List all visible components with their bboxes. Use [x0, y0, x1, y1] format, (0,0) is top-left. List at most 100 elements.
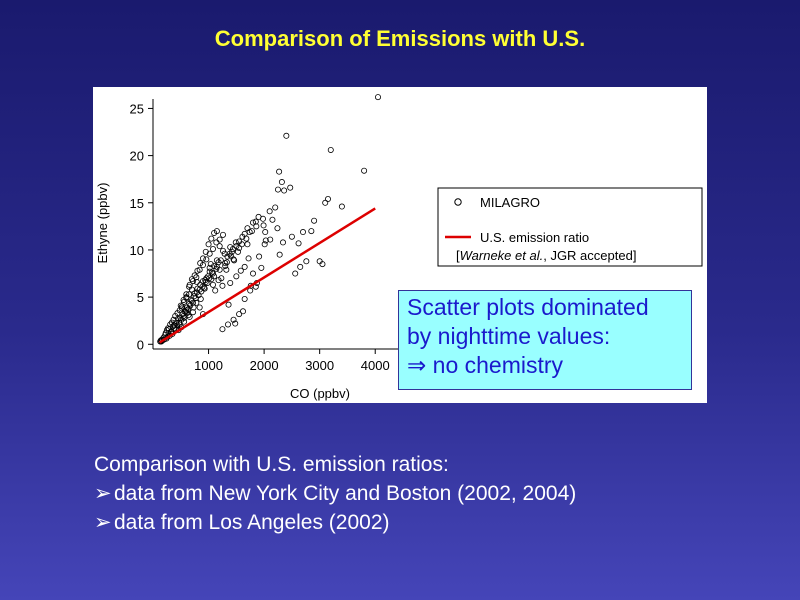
arrow-bullet-icon: ➢ — [94, 482, 112, 505]
data-point — [261, 241, 268, 248]
data-point — [218, 275, 225, 282]
callout-box: Scatter plots dominated by nighttime val… — [398, 290, 692, 390]
slide-title: Comparison of Emissions with U.S. — [214, 26, 586, 51]
data-point — [256, 253, 263, 260]
y-tick-label: 15 — [130, 196, 144, 211]
data-point — [283, 132, 290, 139]
data-point — [183, 310, 190, 317]
data-point — [276, 168, 283, 175]
y-tick-label: 20 — [130, 149, 144, 164]
data-point — [196, 266, 203, 273]
data-point — [239, 233, 246, 240]
x-tick-label: 4000 — [361, 358, 390, 373]
bullet-item: ➢ data from New York City and Boston (200… — [94, 479, 784, 508]
data-point — [361, 167, 368, 174]
data-point — [327, 146, 334, 153]
data-point — [221, 250, 228, 257]
data-point — [213, 257, 220, 264]
bullet-text: data from Los Angeles (2002) — [114, 511, 390, 534]
data-point — [246, 229, 253, 236]
data-point — [262, 237, 269, 244]
data-point — [267, 236, 274, 243]
data-point — [292, 270, 299, 277]
data-point — [281, 187, 288, 194]
data-point — [208, 235, 215, 242]
data-point — [215, 259, 222, 266]
legend-label-milagro: MILAGRO — [480, 195, 540, 210]
data-point — [200, 262, 207, 269]
data-point — [288, 233, 295, 240]
data-point — [259, 215, 266, 222]
data-point — [212, 287, 219, 294]
data-point — [244, 241, 251, 248]
data-point — [374, 94, 381, 101]
data-point — [233, 273, 240, 280]
data-point — [207, 261, 214, 268]
bullet-text: data from New York City and Boston (2002… — [114, 482, 577, 505]
bullet-item: ➢ data from Los Angeles (2002) — [94, 508, 784, 537]
legend-marker-milagro — [454, 198, 462, 206]
legend: MILAGRO U.S. emission ratio [Warneke et … — [437, 187, 703, 267]
y-tick-label: 10 — [130, 243, 144, 258]
data-point — [241, 263, 248, 270]
data-point — [193, 274, 200, 281]
data-point — [191, 272, 198, 279]
data-point — [241, 295, 248, 302]
data-point — [196, 304, 203, 311]
y-tick-label: 25 — [130, 101, 144, 116]
data-point — [208, 269, 215, 276]
data-point — [193, 299, 200, 306]
data-point — [190, 309, 197, 316]
data-point — [197, 281, 204, 288]
data-point — [308, 228, 315, 235]
data-point — [168, 319, 175, 326]
data-point — [186, 281, 193, 288]
callout-line-1: Scatter plots dominated — [407, 294, 649, 320]
data-point — [324, 196, 331, 203]
data-point — [210, 281, 217, 288]
data-point — [191, 293, 198, 300]
data-point — [163, 327, 170, 334]
data-point — [237, 267, 244, 274]
data-point — [274, 225, 281, 232]
data-point — [223, 266, 230, 273]
data-point — [316, 258, 323, 265]
data-point — [183, 291, 190, 298]
data-point — [213, 228, 220, 235]
data-point — [210, 270, 217, 277]
data-point — [162, 329, 169, 336]
data-point — [180, 296, 187, 303]
data-point — [225, 301, 232, 308]
citation-rest: , JGR accepted] — [543, 248, 636, 263]
data-point — [231, 257, 238, 264]
data-point — [322, 199, 329, 206]
y-tick-label: 0 — [137, 337, 144, 352]
data-point — [222, 260, 229, 267]
data-point — [186, 313, 193, 320]
data-point — [269, 216, 276, 223]
data-point — [200, 255, 207, 262]
data-point — [190, 304, 197, 311]
data-point — [249, 270, 256, 277]
data-point — [239, 308, 246, 315]
data-point — [262, 229, 269, 236]
legend-citation: [Warneke et al., JGR accepted] — [456, 248, 636, 263]
data-point — [303, 258, 310, 265]
data-point — [278, 179, 285, 186]
data-point — [311, 217, 318, 224]
data-point — [202, 248, 209, 255]
callout-line-2: by nighttime values: — [407, 323, 611, 349]
data-point — [203, 256, 210, 263]
data-point — [287, 184, 294, 191]
data-point — [213, 239, 220, 246]
data-point — [190, 278, 197, 285]
data-point — [220, 231, 227, 238]
scatter-chart: 0 5 10 15 20 25 1000 2000 3000 4000 MILAGRO U.S. … — [95, 94, 703, 401]
data-point — [274, 186, 281, 193]
data-point — [249, 219, 256, 226]
data-point — [338, 203, 345, 210]
data-point — [236, 311, 243, 318]
data-point — [191, 290, 198, 297]
citation-open: [ — [456, 248, 460, 263]
data-point — [258, 264, 265, 271]
